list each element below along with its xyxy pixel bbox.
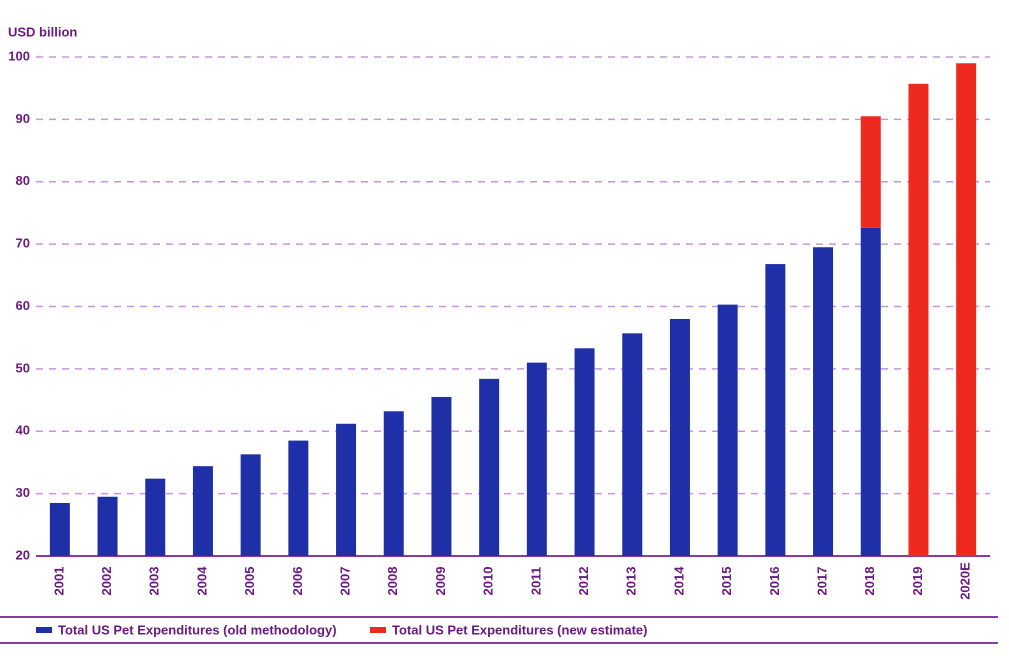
y-tick-label: 100 (8, 48, 30, 63)
x-tick-label: 2020E (958, 562, 973, 600)
x-tick-label: 2003 (147, 567, 162, 596)
y-tick-label: 20 (16, 547, 30, 562)
bar (336, 423, 357, 556)
x-tick-label: 2006 (290, 567, 305, 596)
x-tick-label: 2012 (576, 567, 591, 596)
y-tick-label: 70 (16, 236, 30, 251)
x-tick-label: 2019 (910, 567, 925, 596)
y-tick-label: 80 (16, 173, 30, 188)
bar (574, 348, 595, 556)
x-tick-label: 2013 (624, 567, 639, 596)
x-tick-label: 2014 (671, 566, 686, 596)
y-axis-label: USD billion (8, 24, 77, 39)
bar (431, 396, 452, 556)
bar (479, 378, 500, 556)
x-tick-label: 2007 (337, 567, 352, 596)
bar (49, 502, 70, 556)
bar (97, 496, 118, 556)
x-tick-label: 2005 (242, 567, 257, 596)
legend-swatch (370, 627, 386, 633)
legend-label: Total US Pet Expenditures (new estimate) (392, 622, 647, 637)
y-tick-label: 40 (16, 423, 30, 438)
x-tick-label: 2017 (814, 567, 829, 596)
x-tick-label: 2009 (433, 567, 448, 596)
y-tick-label: 90 (16, 111, 30, 126)
bar (813, 247, 834, 556)
bar (622, 333, 643, 556)
x-tick-label: 2008 (385, 567, 400, 596)
bar (765, 264, 786, 556)
x-tick-label: 2018 (862, 567, 877, 596)
bar (526, 362, 547, 556)
bar (240, 454, 261, 556)
x-tick-label: 2001 (51, 567, 66, 596)
bar (908, 83, 929, 556)
legend-swatch (36, 627, 52, 633)
legend-label: Total US Pet Expenditures (old methodolo… (58, 622, 337, 637)
x-tick-label: 2004 (194, 566, 209, 596)
bar (383, 411, 404, 556)
x-tick-label: 2011 (528, 567, 543, 595)
y-tick-label: 30 (16, 485, 30, 500)
bar (860, 227, 881, 556)
x-tick-label: 2002 (99, 567, 114, 596)
bar (860, 116, 881, 228)
bar (669, 318, 690, 556)
y-tick-label: 50 (16, 360, 30, 375)
x-tick-label: 2010 (481, 567, 496, 596)
x-tick-label: 2015 (719, 567, 734, 596)
bar (288, 440, 309, 556)
bar (956, 63, 977, 557)
bar (145, 478, 166, 556)
bar (192, 466, 213, 556)
bar (717, 304, 738, 556)
x-tick-label: 2016 (767, 567, 782, 596)
y-tick-label: 60 (16, 298, 30, 313)
